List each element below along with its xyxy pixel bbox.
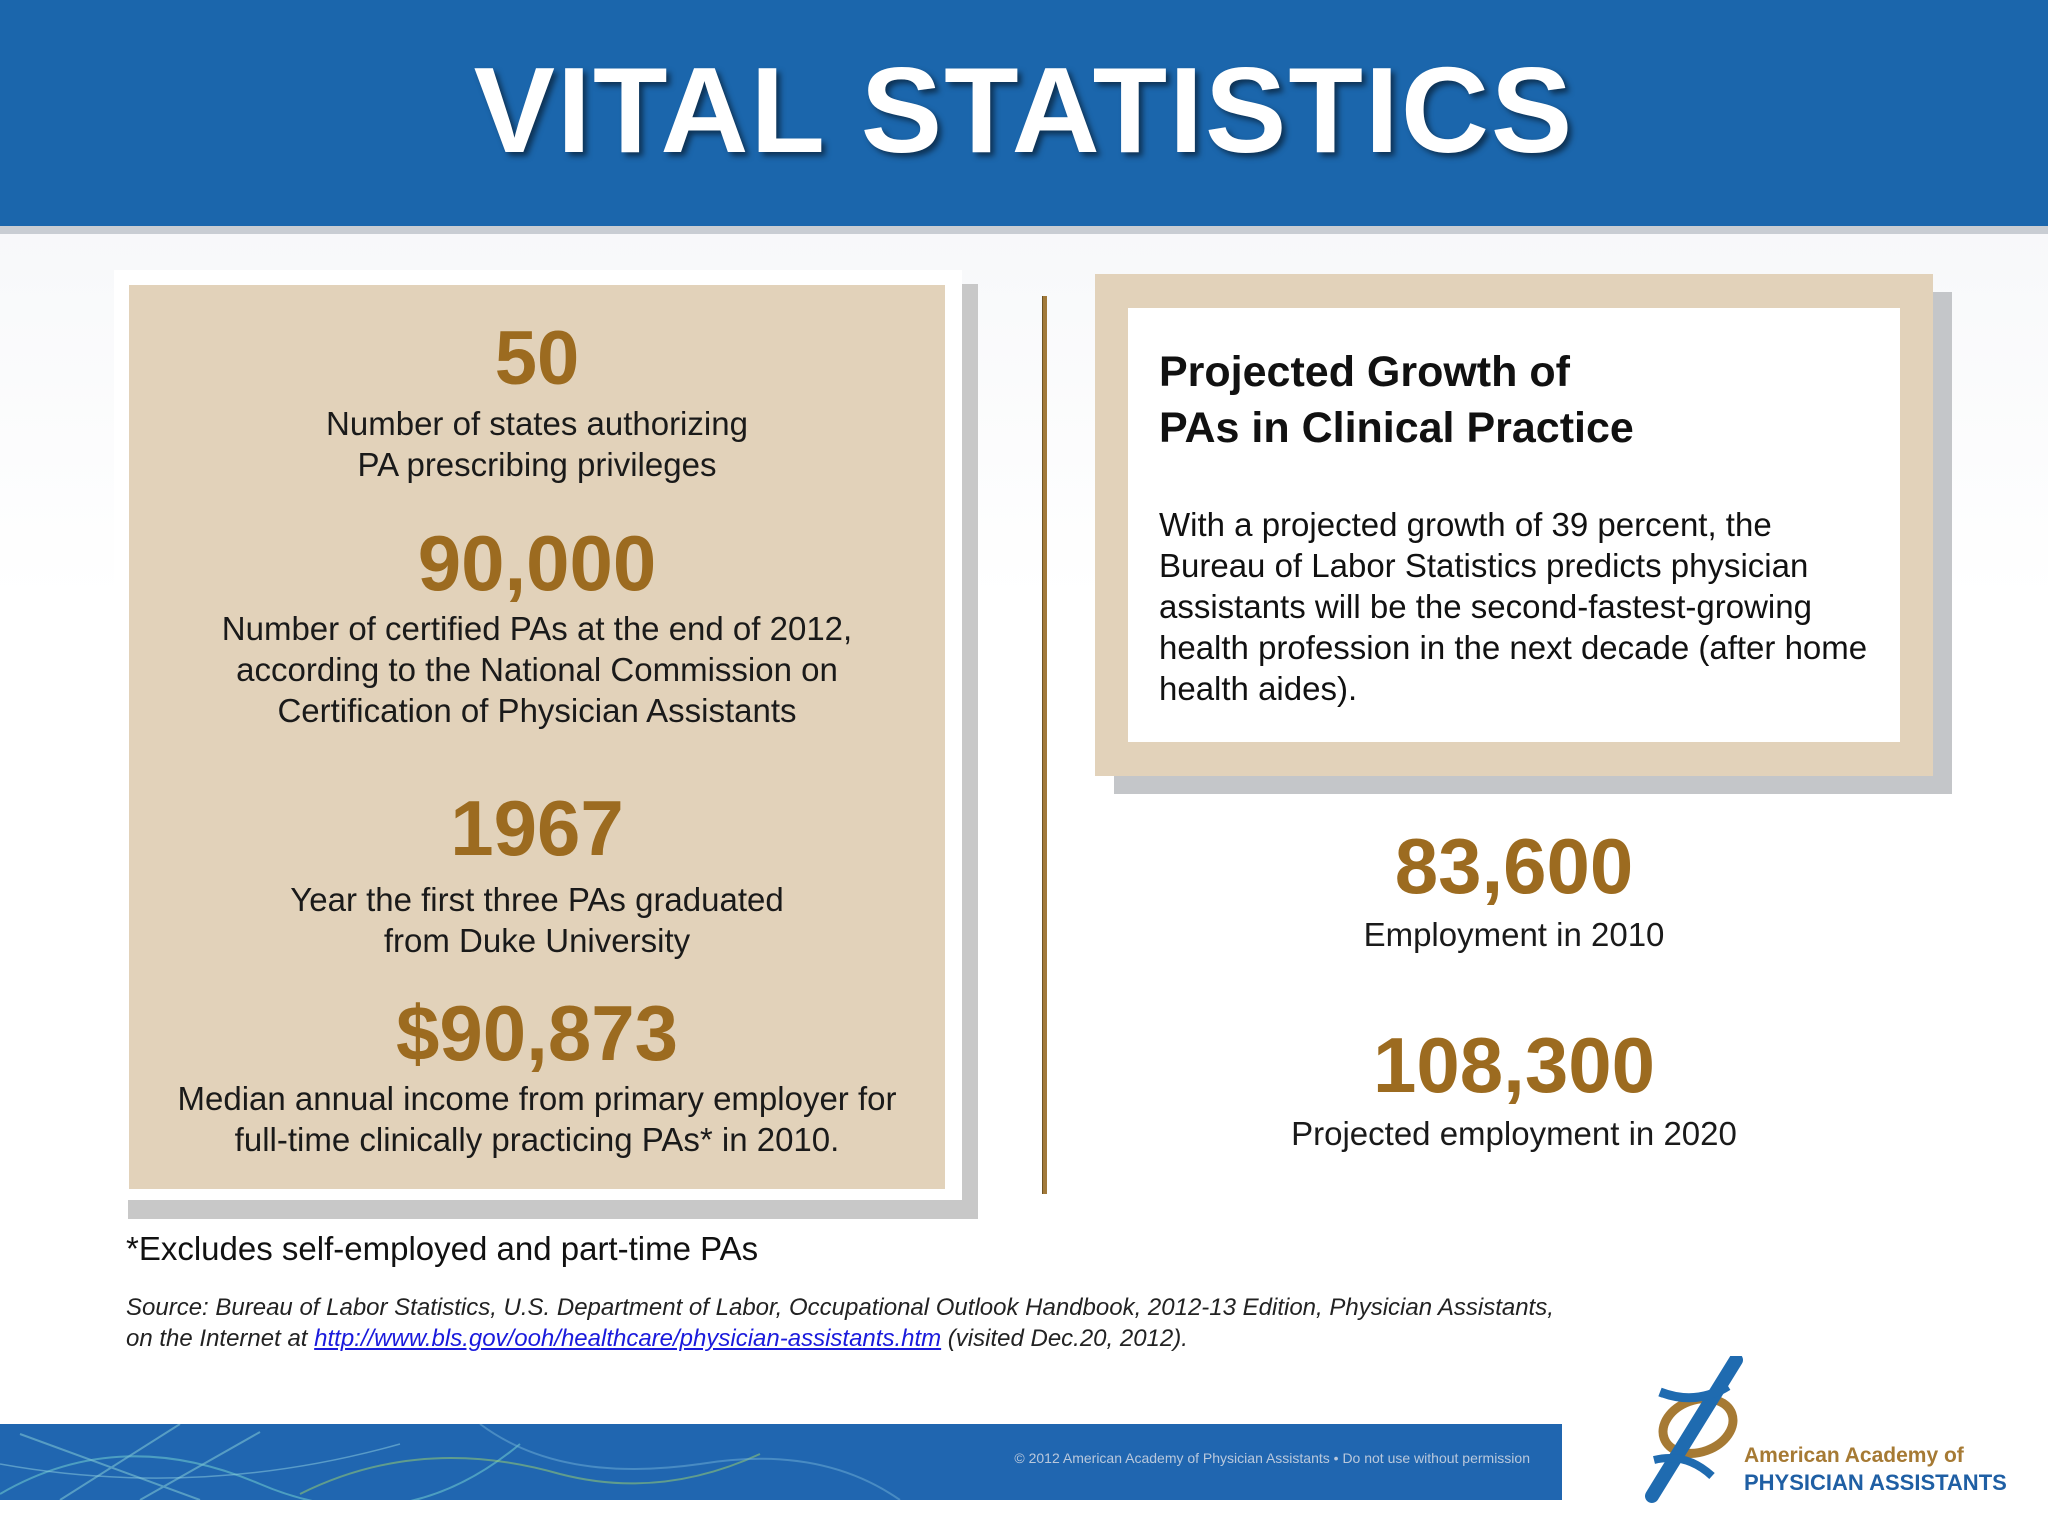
stat-desc-line: Number of certified PAs at the end of 20…: [221, 610, 853, 647]
stat-number: $90,873: [396, 989, 678, 1077]
aapa-logo: American Academy of PHYSICIAN ASSISTANTS: [1636, 1356, 2036, 1506]
vertical-divider: [1042, 296, 1047, 1194]
page-title: VITAL STATISTICS: [473, 42, 1575, 178]
stat-desc-line: PA prescribing privileges: [357, 446, 717, 483]
projected-growth-title: Projected Growth of PAs in Clinical Prac…: [1159, 344, 1879, 456]
stat-median-income: $90,873 Median annual income from primar…: [129, 988, 945, 1160]
logo-text-line2: PHYSICIAN ASSISTANTS: [1744, 1470, 2007, 1495]
aapa-emblem-icon: [1645, 1356, 1743, 1503]
stat-certified-pas: 90,000 Number of certified PAs at the en…: [129, 518, 945, 731]
stat-desc-line: Number of states authorizing: [326, 405, 748, 442]
stat-states: 50 Number of states authorizing PA presc…: [129, 315, 945, 485]
source-citation: Source: Bureau of Labor Statistics, U.S.…: [126, 1292, 1726, 1354]
source-line: Source: Bureau of Labor Statistics, U.S.…: [126, 1294, 1554, 1321]
stat-employment-2010: 83,600 Employment in 2010: [1214, 820, 1814, 955]
projected-growth-box: Projected Growth of PAs in Clinical Prac…: [1128, 308, 1900, 742]
title-line: PAs in Clinical Practice: [1159, 404, 1634, 452]
stat-desc: Employment in 2010: [1363, 916, 1665, 953]
source-link[interactable]: http://www.bls.gov/ooh/healthcare/physic…: [314, 1325, 942, 1352]
projected-growth-body: With a projected growth of 39 percent, t…: [1159, 506, 1868, 707]
stat-number: 108,300: [1373, 1021, 1655, 1109]
stat-desc-line: from Duke University: [383, 922, 691, 959]
copyright-text: © 2012 American Academy of Physician Ass…: [1014, 1450, 1530, 1466]
stat-number: 50: [494, 316, 580, 401]
stat-desc: Projected employment in 2020: [1291, 1115, 1737, 1152]
stat-number: 83,600: [1394, 822, 1634, 910]
stat-desc-line: according to the National Commission on: [236, 651, 838, 688]
title-line: Projected Growth of: [1159, 348, 1570, 396]
stat-desc-line: Certification of Physician Assistants: [277, 692, 797, 729]
stat-number: 1967: [450, 784, 624, 872]
stat-first-graduates: 1967 Year the first three PAs graduated …: [129, 783, 945, 961]
header-banner: VITAL STATISTICS: [0, 0, 2048, 234]
band-decoration: [0, 1424, 901, 1500]
stat-number: 90,000: [417, 519, 657, 607]
footer-band: © 2012 American Academy of Physician Ass…: [0, 1424, 1562, 1500]
stat-desc-line: Median annual income from primary employ…: [177, 1080, 897, 1117]
source-suffix: (visited Dec.20, 2012).: [941, 1325, 1188, 1352]
logo-text-line1: American Academy of: [1744, 1444, 1964, 1467]
stat-desc-line: full-time clinically practicing PAs* in …: [234, 1121, 840, 1158]
source-line: on the Internet at http://www.bls.gov/oo…: [126, 1323, 1726, 1354]
footnote: *Excludes self-employed and part-time PA…: [126, 1230, 759, 1267]
left-stats-panel: 50 Number of states authorizing PA presc…: [129, 285, 945, 1189]
stat-desc-line: Year the first three PAs graduated: [290, 881, 784, 918]
stat-employment-2020: 108,300 Projected employment in 2020: [1214, 1019, 1814, 1154]
source-prefix: on the Internet at: [126, 1325, 315, 1352]
